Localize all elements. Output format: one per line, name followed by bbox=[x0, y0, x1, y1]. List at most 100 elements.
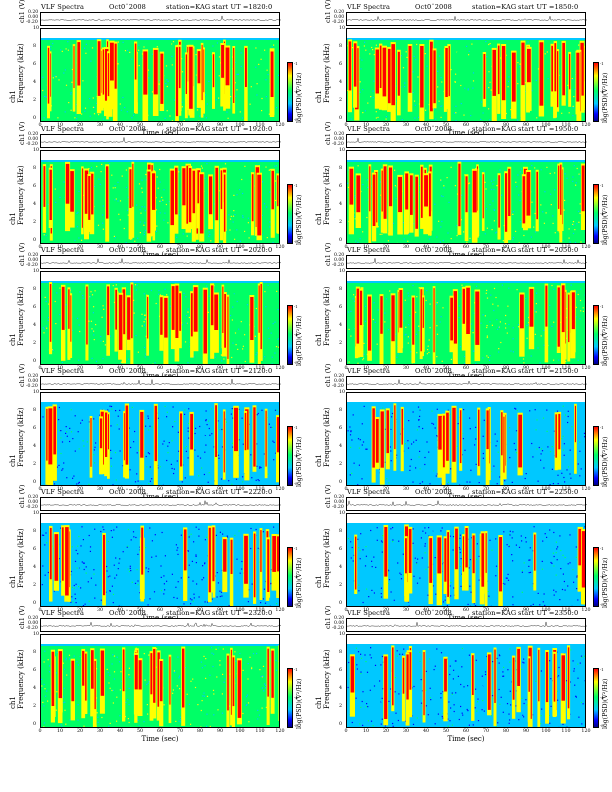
spectrogram-noise bbox=[390, 428, 393, 430]
spectrogram-noise bbox=[100, 338, 102, 340]
spectrogram-noise bbox=[124, 183, 126, 185]
spectrogram-noise bbox=[462, 532, 464, 534]
spectrogram-noise bbox=[426, 441, 428, 443]
spectrogram-noise bbox=[444, 599, 446, 601]
spectrogram-noise bbox=[440, 316, 442, 318]
spectrogram-noise bbox=[436, 436, 438, 438]
spectrogram-noise bbox=[493, 287, 496, 290]
spectrogram-noise bbox=[147, 69, 149, 71]
spectrogram-noise bbox=[235, 478, 238, 480]
time-tick: 120 bbox=[581, 487, 591, 492]
spectrogram-noise bbox=[201, 579, 203, 581]
spectrogram-noise bbox=[261, 55, 264, 57]
sferic-core bbox=[497, 45, 500, 95]
spectrogram-noise bbox=[574, 475, 576, 477]
spectrogram-noise bbox=[562, 239, 564, 242]
spectrogram-noise bbox=[144, 318, 146, 320]
sferic-core bbox=[356, 175, 361, 213]
panel-start-ut: start UT =1850:0 bbox=[518, 3, 579, 11]
spectrogram-noise bbox=[101, 360, 104, 362]
spectrogram-noise bbox=[188, 431, 190, 433]
spectrogram-noise bbox=[564, 173, 566, 175]
spectrogram-noise bbox=[462, 431, 464, 434]
spectrogram-noise bbox=[159, 212, 161, 214]
spectrogram-noise bbox=[512, 236, 515, 239]
spectrogram-noise bbox=[90, 60, 92, 62]
spectrogram-noise bbox=[525, 473, 527, 475]
spectrogram-noise bbox=[436, 333, 439, 335]
spectrogram-noise bbox=[441, 105, 443, 107]
spectrogram-noise bbox=[266, 206, 268, 208]
spectrogram-noise bbox=[134, 240, 136, 242]
spectrogram-noise bbox=[114, 577, 116, 579]
spectrogram-noise bbox=[220, 548, 222, 550]
spectrogram-noise bbox=[68, 364, 69, 365]
spectrogram-noise bbox=[251, 583, 253, 585]
spectrogram-noise bbox=[533, 526, 535, 528]
spectrogram-noise bbox=[198, 596, 200, 598]
spectrogram-noise bbox=[567, 415, 569, 418]
spectrogram-noise bbox=[264, 356, 266, 358]
spectrogram-noise bbox=[244, 360, 246, 363]
spectrogram-noise bbox=[58, 607, 59, 608]
sferic-core bbox=[46, 408, 48, 461]
spectrogram-noise bbox=[206, 103, 208, 105]
spectrogram-noise bbox=[55, 76, 57, 78]
spectrogram-noise bbox=[450, 595, 452, 597]
spectrogram-noise bbox=[408, 233, 410, 236]
spectrogram-noise bbox=[569, 473, 571, 475]
spectrogram-noise bbox=[485, 188, 487, 190]
spectrogram-noise bbox=[496, 109, 498, 111]
frequency-tick: 0 bbox=[33, 359, 37, 364]
spectrogram-noise bbox=[46, 555, 48, 557]
spectrogram-noise bbox=[59, 222, 61, 225]
colorbar-label: log(PSD)(V²/Hz) bbox=[602, 315, 609, 366]
spectrogram-noise bbox=[111, 462, 113, 464]
sferic-core bbox=[61, 527, 64, 581]
spectrogram-noise bbox=[91, 357, 93, 359]
spectrogram-noise bbox=[521, 571, 523, 573]
spectrogram-noise bbox=[149, 582, 151, 584]
spectrogram-noise bbox=[526, 337, 528, 339]
waveform-trace bbox=[347, 138, 587, 143]
spectrogram-noise bbox=[566, 177, 568, 179]
time-tick: 50 bbox=[136, 608, 144, 613]
spectrogram-noise bbox=[438, 56, 440, 58]
spectrogram-panel: VLF Spectra Oct0¨2008 station=KAG start UT … bbox=[0, 484, 306, 622]
time-tick: 100 bbox=[541, 123, 551, 128]
frequency-tick: 4 bbox=[339, 565, 343, 570]
spectrogram-noise bbox=[47, 203, 49, 205]
spectrogram-noise bbox=[110, 588, 113, 590]
spectrogram-noise bbox=[492, 178, 494, 180]
spectrogram-noise bbox=[409, 315, 411, 317]
spectrogram-noise bbox=[414, 67, 416, 69]
spectrogram-noise bbox=[85, 436, 87, 438]
waveform-ylabel: ch1 (V) bbox=[18, 484, 26, 508]
spectrogram-noise bbox=[233, 194, 235, 196]
spectrogram-noise bbox=[196, 71, 198, 73]
spectrogram-noise bbox=[412, 71, 414, 73]
colorbar bbox=[593, 62, 599, 122]
spectrogram-noise bbox=[100, 299, 102, 301]
spectrogram-noise bbox=[482, 50, 484, 52]
spectrogram-noise bbox=[47, 571, 49, 574]
spectrogram-noise bbox=[482, 357, 484, 359]
spectrogram-noise bbox=[348, 163, 350, 165]
spectrogram-noise bbox=[405, 340, 407, 342]
spectrogram-noise bbox=[581, 346, 583, 348]
spectrogram-noise bbox=[394, 185, 396, 187]
spectrogram-noise bbox=[419, 482, 421, 485]
spectrogram-noise bbox=[178, 183, 180, 185]
spectrogram-noise bbox=[275, 452, 277, 454]
spectrogram-noise bbox=[80, 435, 82, 437]
spectrogram-noise bbox=[103, 234, 105, 236]
spectrogram-noise bbox=[517, 83, 519, 85]
spectrogram-noise bbox=[111, 585, 113, 587]
spectrogram-noise bbox=[562, 449, 564, 451]
spectrogram-noise bbox=[480, 118, 482, 120]
time-tick: 110 bbox=[561, 245, 571, 250]
spectrogram-noise bbox=[86, 545, 88, 547]
colorbar-label: log(PSD)(V²/Hz) bbox=[296, 72, 303, 123]
spectrogram-noise bbox=[159, 210, 161, 213]
spectrogram-noise bbox=[151, 540, 153, 542]
